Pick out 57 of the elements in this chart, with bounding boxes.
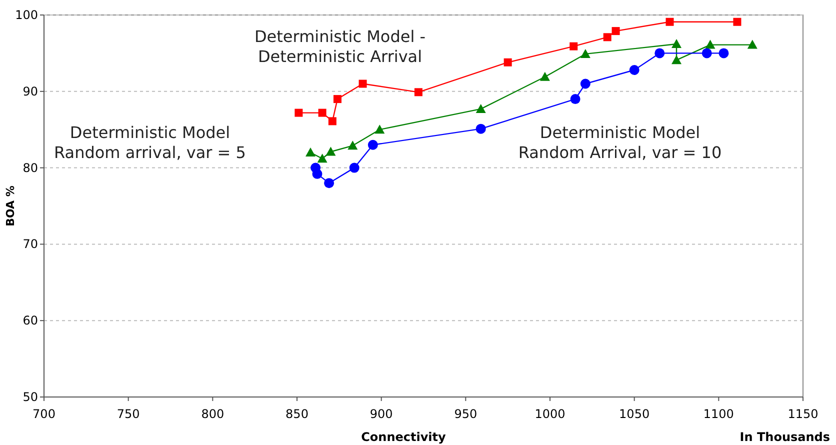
- point: [504, 58, 512, 66]
- point: [580, 78, 590, 89]
- point: [348, 140, 358, 150]
- point: [414, 88, 422, 96]
- y-tick-label: 100: [15, 8, 38, 22]
- x-tick-label: 750: [116, 407, 140, 421]
- point: [705, 40, 716, 49]
- annotation: Deterministic Model Random arrival, var = 5: [54, 123, 246, 162]
- x-tick-label: 1100: [703, 407, 734, 421]
- point: [324, 178, 334, 188]
- point: [629, 65, 640, 76]
- x-axis-title: Connectivity: [361, 430, 446, 444]
- y-tick-label: 70: [22, 237, 38, 252]
- point: [580, 48, 590, 58]
- point: [733, 18, 742, 26]
- x-tick-label: 850: [286, 407, 308, 421]
- y-tick-label: 80: [22, 160, 38, 175]
- x-tick-label: 950: [454, 407, 478, 421]
- x-tick-label: 1050: [619, 407, 650, 421]
- y-tick-label: 50: [22, 390, 38, 404]
- point: [312, 168, 322, 179]
- point: [374, 124, 385, 134]
- point: [476, 124, 486, 134]
- y-tick-label: 60: [22, 314, 38, 328]
- point: [317, 154, 328, 163]
- point: [612, 27, 620, 36]
- point: [358, 80, 367, 88]
- y-tick-label: 90: [22, 84, 38, 98]
- y-axis-title: BOA %: [4, 186, 17, 226]
- point: [672, 39, 682, 48]
- point: [333, 95, 342, 104]
- point: [368, 140, 378, 150]
- point: [666, 18, 674, 26]
- point: [328, 117, 336, 126]
- point: [305, 148, 316, 157]
- point: [326, 146, 336, 156]
- point: [476, 104, 486, 113]
- point: [603, 33, 612, 42]
- point: [672, 55, 682, 64]
- point: [702, 48, 712, 58]
- point: [747, 40, 758, 49]
- point: [570, 42, 578, 50]
- point: [318, 108, 326, 117]
- x-tick-label: 1150: [788, 407, 818, 421]
- point: [540, 72, 550, 81]
- x-tick-label: 700: [32, 407, 56, 421]
- annotation: Deterministic Model Random Arrival, var = 10: [518, 123, 722, 162]
- point: [349, 162, 360, 173]
- x-tick-label: 1000: [534, 407, 566, 421]
- point: [294, 108, 303, 117]
- annotation: Deterministic Model - Deterministic Arrival: [254, 27, 426, 66]
- x-tick-label: 900: [370, 407, 393, 421]
- point: [570, 94, 580, 104]
- point: [718, 48, 729, 58]
- x-tick-label: 800: [201, 407, 224, 421]
- text: In Thousands: [740, 430, 830, 444]
- point: [654, 48, 665, 58]
